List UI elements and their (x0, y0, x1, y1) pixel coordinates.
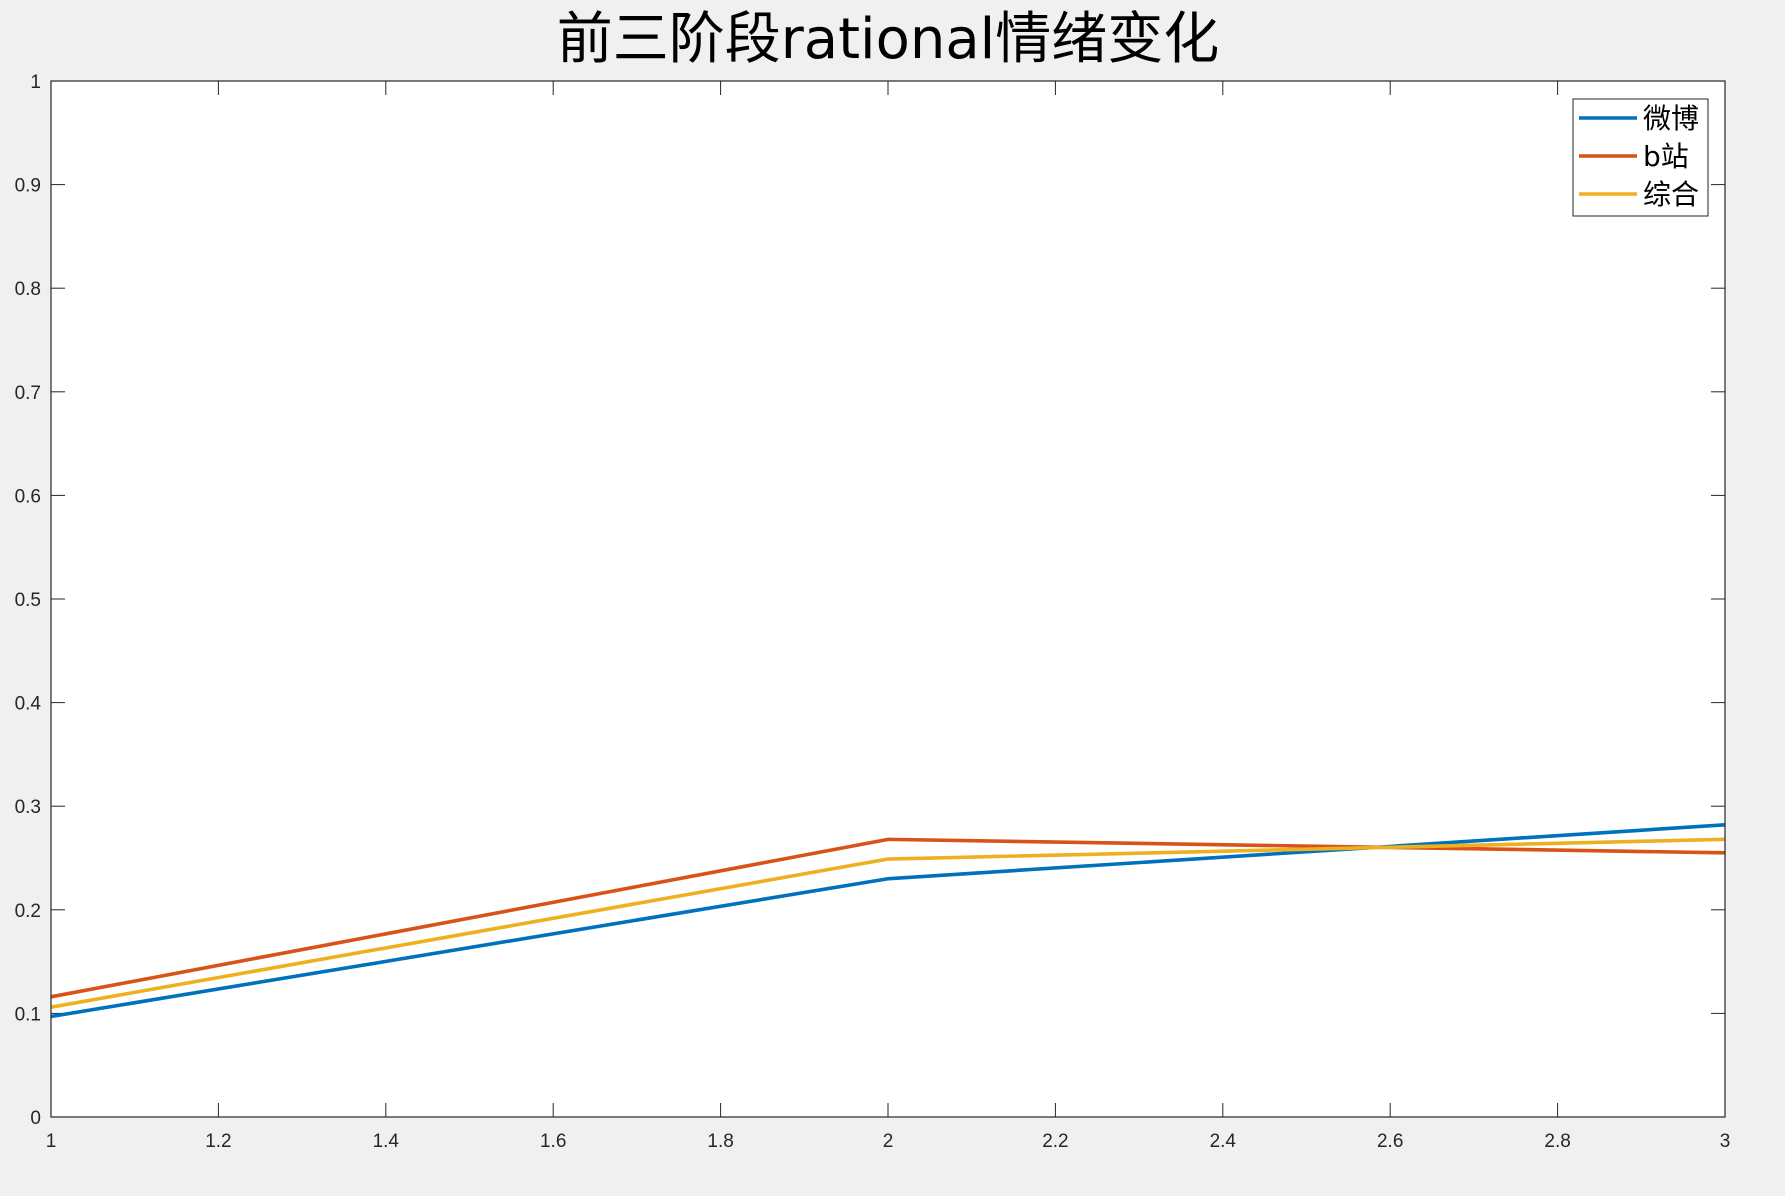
y-tick-label: 0.5 (15, 590, 41, 611)
x-tick-label: 1.6 (540, 1131, 566, 1152)
y-tick-label: 0.3 (15, 797, 41, 818)
series-line-2 (50, 837, 1726, 999)
y-tick-label: 0.8 (15, 279, 41, 300)
x-tick-label: 2.4 (1210, 1131, 1237, 1152)
x-tick-label: 1 (46, 1131, 57, 1152)
y-tick-label: 0.1 (15, 1004, 41, 1025)
data-series (50, 823, 1726, 1019)
legend-label-3: 综合 (1643, 178, 1699, 211)
y-tick-label: 0.6 (15, 486, 41, 507)
series-line-1 (50, 823, 1726, 1019)
x-tick-label: 1.2 (205, 1131, 231, 1152)
y-axis-tick-labels: 0 0.1 0.2 0.3 0.4 0.5 0.6 0.7 0.8 0.9 1 (15, 72, 42, 1129)
y-tick-label: 0.9 (15, 176, 41, 197)
x-tick-label: 1.4 (373, 1131, 400, 1152)
y-tick-label: 0.2 (15, 901, 41, 922)
legend-label-1: 微博 (1643, 102, 1699, 135)
x-tick-label: 2.6 (1377, 1131, 1403, 1152)
y-tick-label: 0.4 (15, 694, 42, 715)
x-tick-label: 2 (883, 1131, 894, 1152)
x-tick-label: 2.8 (1544, 1131, 1570, 1152)
chart-title: 前三阶段rational情绪变化 (557, 7, 1219, 72)
y-tick-label: 0 (30, 1108, 41, 1129)
axes-box (50, 80, 1726, 1118)
y-tick-label: 1 (30, 72, 41, 93)
x-tick-label: 1.8 (707, 1131, 733, 1152)
legend-label-2: b站 (1643, 140, 1689, 173)
x-tick-label: 3 (1720, 1131, 1731, 1152)
x-tick-label: 2.2 (1042, 1131, 1068, 1152)
y-tick-label: 0.7 (15, 383, 41, 404)
x-axis-tick-labels: 1 1.2 1.4 1.6 1.8 2 2.2 2.4 2.6 2.8 3 (46, 1131, 1731, 1152)
series-line-3 (50, 837, 1726, 1009)
